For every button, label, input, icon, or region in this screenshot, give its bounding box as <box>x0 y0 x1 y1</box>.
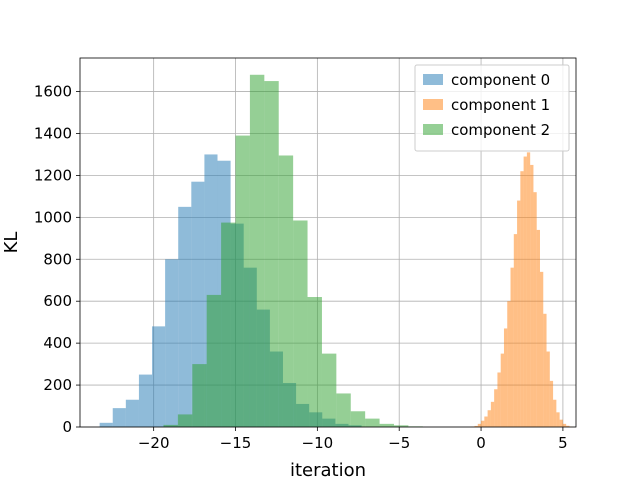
histogram-bar-series-1 <box>484 416 488 427</box>
legend-label: component 2 <box>451 121 550 139</box>
histogram-bar-series-1 <box>497 372 501 427</box>
histogram-bar-series-1 <box>474 425 478 427</box>
histogram-bar-series-2 <box>365 418 380 427</box>
x-tick-label: 5 <box>558 434 568 452</box>
histogram-bar-series-0 <box>165 259 179 427</box>
x-tick-label: −20 <box>138 434 170 452</box>
histogram-bar-series-2 <box>307 297 322 427</box>
histogram-bar-series-1 <box>494 389 498 427</box>
histogram-bar-series-1 <box>553 399 557 427</box>
y-tick-label: 800 <box>43 250 72 268</box>
histogram-bar-series-2 <box>264 81 279 427</box>
x-axis-label: iteration <box>290 460 366 480</box>
plot-frame <box>79 57 577 428</box>
histogram-bar-series-1 <box>530 164 534 427</box>
histogram-bar-series-0 <box>138 374 153 427</box>
histogram-bar-series-1 <box>487 410 491 427</box>
histogram-bar-series-1 <box>523 156 527 427</box>
histogram-bar-series-1 <box>490 401 495 427</box>
histogram-bar-series-2 <box>235 135 250 428</box>
histogram-bar-series-1 <box>556 412 560 427</box>
histogram-bar-series-1 <box>507 301 511 427</box>
histogram-bar-series-0 <box>178 206 192 427</box>
histogram-bar-series-1 <box>536 229 540 427</box>
histogram-bar-series-2 <box>278 155 294 428</box>
y-tick-label: 1600 <box>34 83 72 101</box>
legend-label: component 1 <box>451 96 550 114</box>
y-tick-label: 600 <box>43 292 72 310</box>
histogram-bar-series-1 <box>546 351 550 427</box>
x-tick-label: −10 <box>302 434 334 452</box>
legend-swatch <box>423 74 443 85</box>
y-tick-label: 1000 <box>34 208 72 226</box>
histogram-bar-series-2 <box>321 353 337 427</box>
histogram-bar-series-0 <box>152 326 166 427</box>
histogram-bar-series-2 <box>206 294 222 427</box>
legend: component 0 component 1 component 2 <box>414 64 570 152</box>
histogram-bars <box>99 74 573 428</box>
y-tick-label: 400 <box>43 334 72 352</box>
histogram-bar-series-1 <box>549 380 554 427</box>
histogram-bar-series-0 <box>112 408 126 427</box>
histogram-bar-series-2 <box>336 393 351 427</box>
x-axis-ticks: −20 −15 −10 −5 0 5 <box>138 427 568 452</box>
histogram-bar-series-2 <box>221 222 236 427</box>
histogram-bar-series-1 <box>539 271 544 427</box>
histogram-bar-series-2 <box>350 411 366 427</box>
legend-swatch <box>423 124 443 135</box>
histogram-bar-series-1 <box>526 152 531 427</box>
legend-box <box>414 64 570 152</box>
histogram-bar-series-2 <box>177 414 193 427</box>
histogram-bar-series-1 <box>510 267 514 427</box>
y-tick-label: 200 <box>43 376 72 394</box>
histogram-bar-series-1 <box>481 420 485 427</box>
histogram-bar-series-1 <box>543 313 547 427</box>
histogram-bar-series-2 <box>293 220 308 427</box>
legend-label: component 0 <box>451 71 550 89</box>
histogram-bar-series-2 <box>379 423 394 427</box>
histogram-bar-series-1 <box>517 200 521 427</box>
histogram-bar-series-1 <box>513 234 518 427</box>
histogram-bar-series-2 <box>249 74 265 427</box>
y-axis-label: KL <box>1 232 22 254</box>
histogram-bar-series-1 <box>559 419 563 427</box>
x-tick-label: 0 <box>476 434 486 452</box>
y-tick-label: 1200 <box>34 166 72 184</box>
histogram-bar-series-0 <box>125 399 139 427</box>
y-axis-ticks: 0 200 400 600 800 1000 1200 1400 1600 <box>34 83 80 436</box>
histogram-bar-series-2 <box>393 425 409 427</box>
histogram-bar-series-1 <box>503 328 508 427</box>
histogram-bar-series-1 <box>500 353 504 427</box>
y-tick-label: 1400 <box>34 124 72 142</box>
x-tick-label: −5 <box>388 434 410 452</box>
histogram-bar-series-1 <box>562 423 567 427</box>
x-tick-label: −15 <box>220 434 252 452</box>
histogram-bar-series-2 <box>192 364 207 427</box>
histogram-bar-series-1 <box>520 171 524 427</box>
histogram-bar-series-1 <box>477 423 482 427</box>
histogram-bar-series-2 <box>163 424 178 427</box>
y-tick-label: 0 <box>62 418 72 436</box>
histogram-bar-series-0 <box>99 422 113 427</box>
legend-swatch <box>423 99 443 110</box>
histogram-bar-series-1 <box>533 192 537 427</box>
histogram-bar-series-1 <box>566 425 570 427</box>
